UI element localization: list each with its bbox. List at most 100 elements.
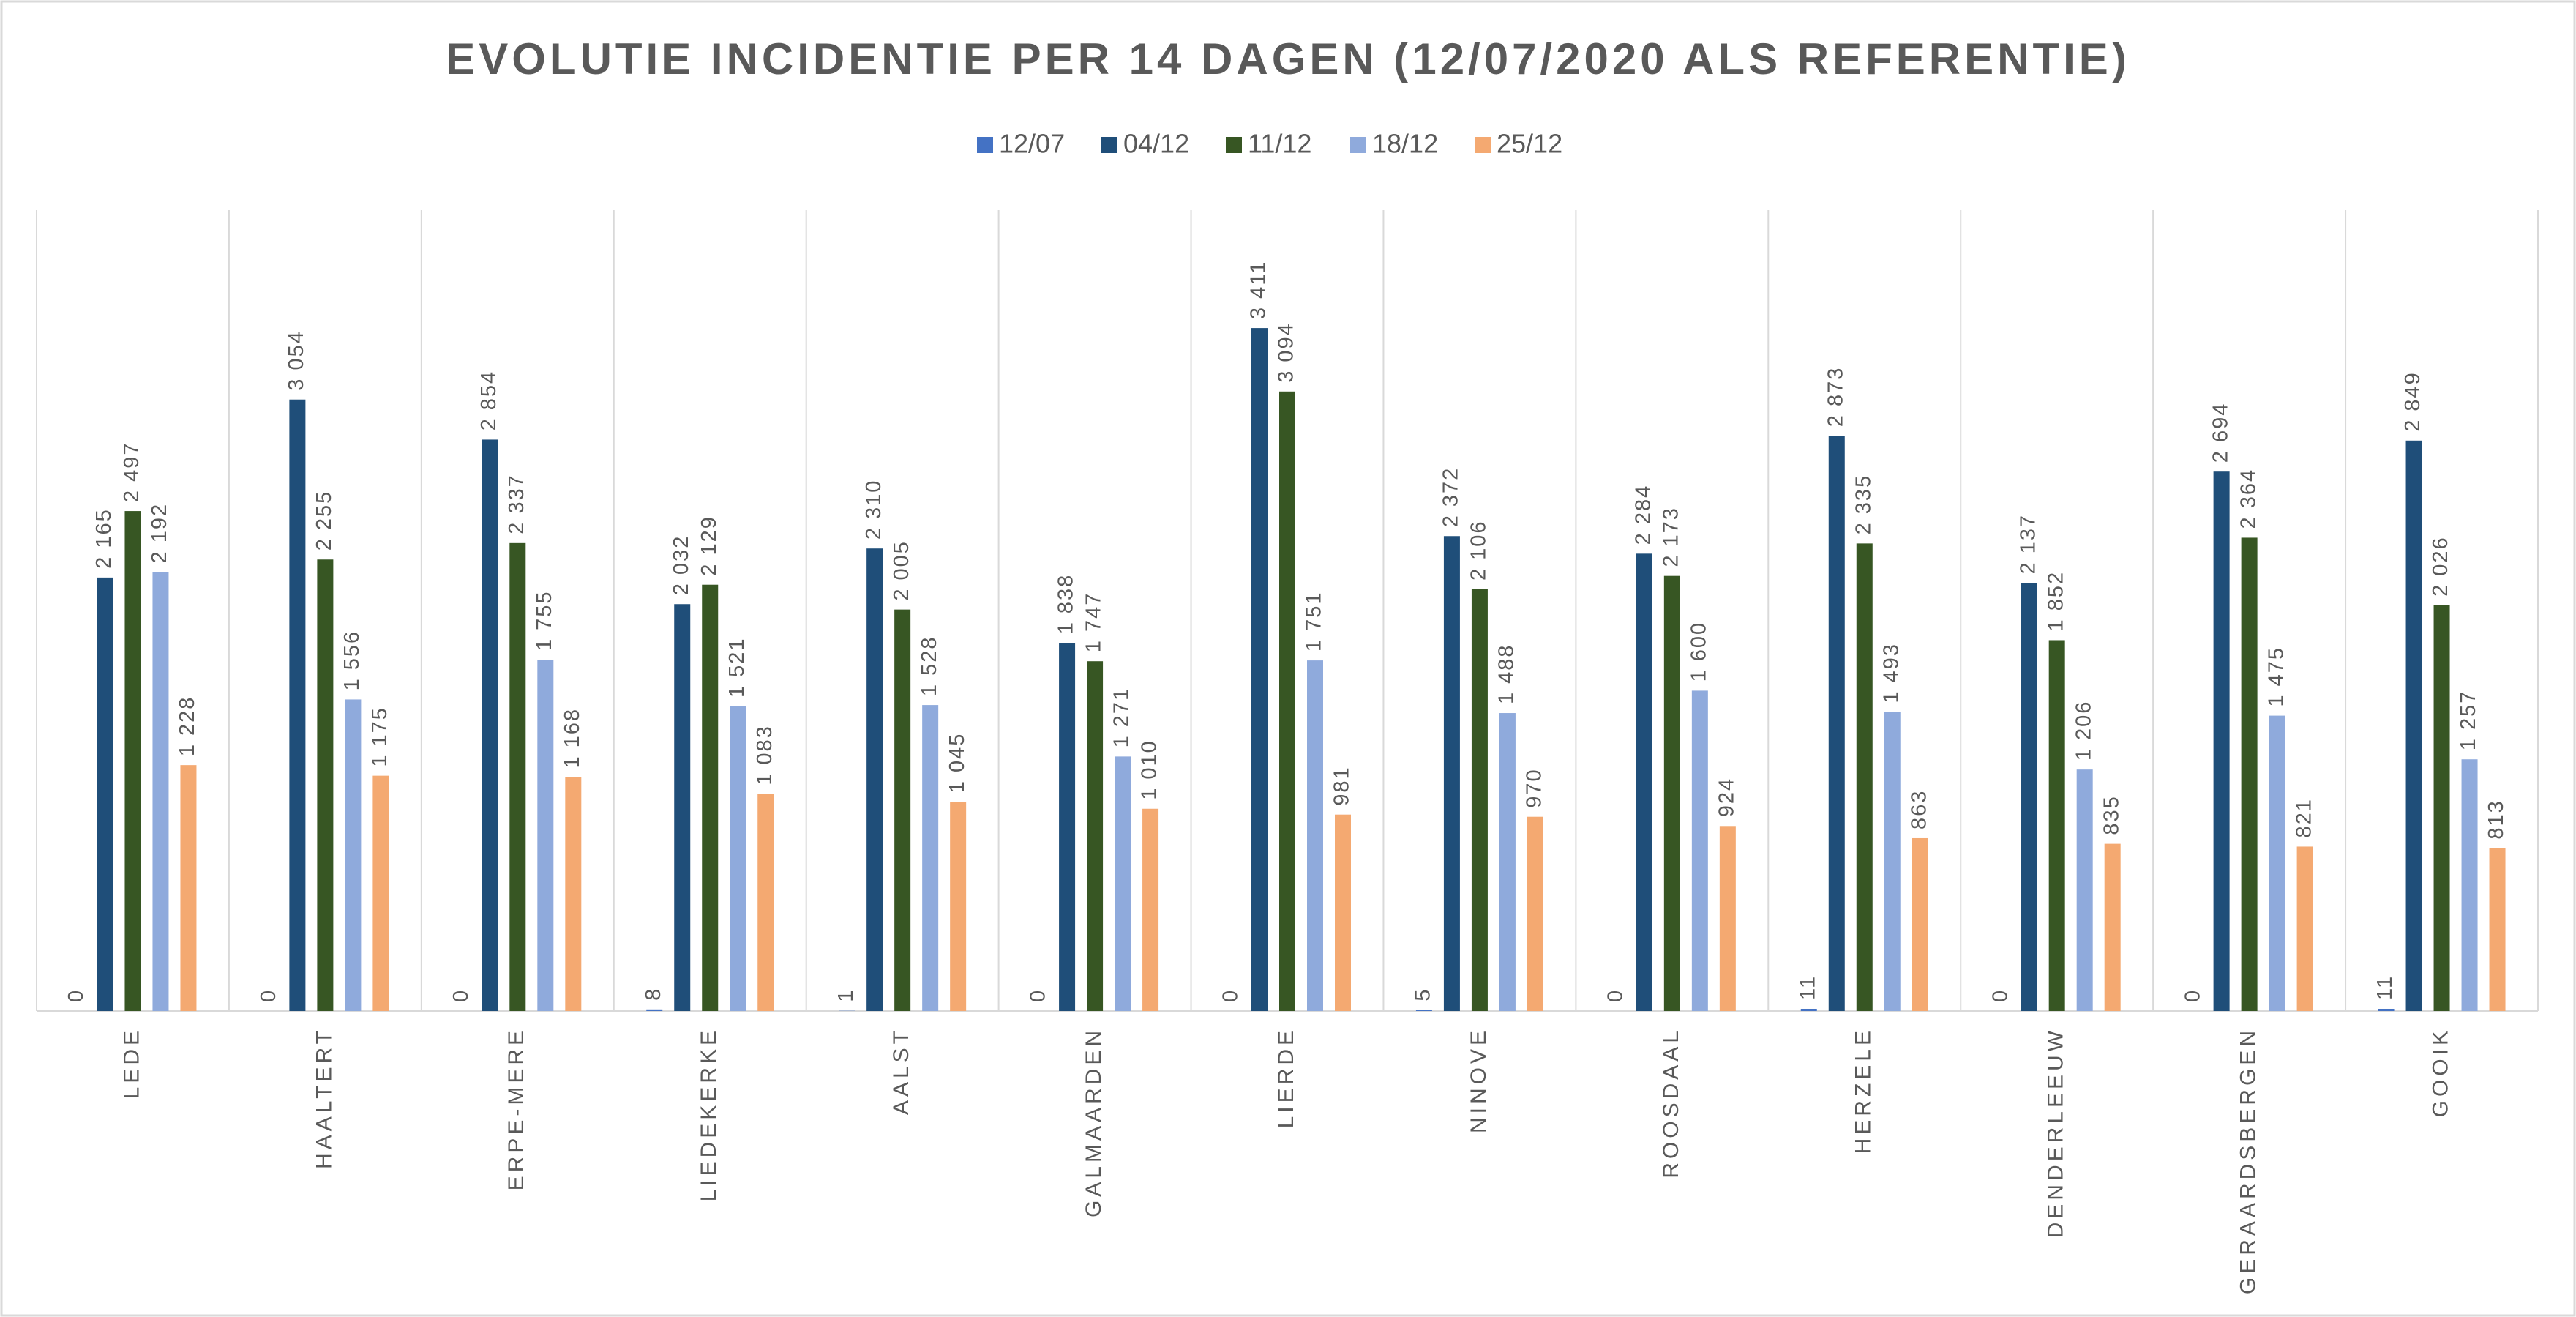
bar	[1443, 536, 1460, 1011]
value-label: 1 257	[2457, 690, 2480, 751]
value-label: 2 337	[505, 474, 528, 534]
value-label: 1 600	[1688, 622, 1711, 682]
bar	[1279, 391, 1295, 1011]
bar	[1251, 328, 1268, 1011]
x-tick-label: HAALTERT	[312, 1027, 336, 1169]
bar	[922, 705, 939, 1011]
value-label: 2 032	[670, 535, 693, 596]
bar	[537, 660, 554, 1011]
x-tick-label: GOOIK	[2428, 1027, 2452, 1117]
bar	[2213, 471, 2230, 1011]
value-label: 2 310	[862, 480, 886, 540]
bar	[1912, 837, 1928, 1011]
x-tick-label: ROOSDAAL	[1659, 1027, 1683, 1179]
bar	[2241, 537, 2258, 1011]
bar	[1415, 1010, 1432, 1011]
bar	[180, 765, 197, 1011]
value-label: 2 106	[1467, 520, 1491, 581]
bar	[372, 775, 389, 1011]
bar	[345, 699, 362, 1011]
bar	[2269, 715, 2285, 1011]
value-label: 8	[642, 988, 665, 1001]
value-label: 0	[1027, 989, 1050, 1002]
value-label: 1 755	[533, 590, 556, 651]
legend-swatch	[1475, 137, 1491, 153]
x-tick-label: DENDERLEEUW	[2044, 1027, 2068, 1238]
bar	[646, 1009, 663, 1011]
value-label: 0	[1988, 989, 2012, 1002]
bar	[1884, 712, 1901, 1011]
bar	[1856, 543, 1873, 1011]
x-tick-label: HERZELE	[1852, 1027, 1876, 1154]
value-label: 2 137	[2016, 514, 2040, 575]
bar	[2433, 605, 2450, 1011]
value-label: 1 493	[1879, 643, 1903, 704]
legend-label: 12/07	[999, 129, 1065, 159]
value-label: 924	[1715, 777, 1739, 817]
value-label: 2 192	[148, 503, 171, 564]
value-label: 1 475	[2264, 646, 2288, 707]
bar	[1663, 575, 1680, 1011]
bar	[565, 777, 582, 1011]
bar	[2405, 440, 2422, 1011]
bar	[1471, 589, 1488, 1011]
bar	[866, 548, 883, 1011]
x-tick-label: AALST	[889, 1027, 913, 1115]
bar	[1527, 816, 1543, 1011]
value-label: 1 010	[1138, 739, 1161, 800]
bar	[2461, 759, 2478, 1011]
bar	[2296, 846, 2313, 1011]
legend-label: 18/12	[1372, 129, 1438, 159]
value-label: 821	[2292, 798, 2315, 837]
value-label: 2 129	[697, 515, 721, 576]
x-tick-label: ERPE-MERE	[504, 1027, 528, 1190]
legend-label: 11/12	[1248, 129, 1311, 159]
bar	[509, 542, 526, 1011]
legend-swatch	[1101, 137, 1117, 153]
bar	[1087, 661, 1104, 1011]
value-label: 835	[2100, 795, 2123, 835]
value-label: 1 747	[1082, 592, 1106, 653]
bar	[1115, 756, 1131, 1011]
value-label: 1 852	[2044, 571, 2067, 632]
value-label: 0	[257, 989, 280, 1002]
value-label: 0	[2181, 989, 2204, 1002]
value-label: 1 521	[725, 637, 749, 698]
bar	[894, 609, 911, 1011]
bar	[1800, 1008, 1817, 1011]
legend-swatch	[1350, 137, 1366, 153]
x-tick-label: LEDE	[119, 1027, 143, 1099]
value-label: 1 206	[2072, 701, 2095, 761]
bar	[1335, 814, 1351, 1011]
legend-swatch	[977, 137, 993, 153]
bar	[2048, 640, 2065, 1011]
value-label: 2 005	[890, 540, 913, 601]
x-tick-label: GERAARDSBERGEN	[2236, 1027, 2261, 1294]
value-label: 2 873	[1824, 367, 1847, 428]
bar	[1059, 643, 1076, 1011]
value-label: 0	[449, 989, 473, 1002]
value-label: 970	[1523, 768, 1546, 807]
value-label: 2 497	[120, 441, 143, 502]
x-tick-label: NINOVE	[1467, 1027, 1491, 1133]
value-label: 0	[64, 989, 88, 1002]
bar	[702, 584, 719, 1011]
value-label: 3 094	[1275, 322, 1298, 383]
bar	[289, 399, 306, 1011]
x-tick-label: LIEDEKERKE	[697, 1027, 721, 1201]
value-label: 1 838	[1055, 574, 1078, 635]
value-label: 1 528	[918, 636, 941, 697]
value-label: 1 168	[561, 708, 584, 769]
x-tick-label: GALMAARDEN	[1082, 1027, 1106, 1217]
bar	[1636, 553, 1652, 1011]
bar	[124, 511, 141, 1011]
value-label: 1 228	[176, 696, 199, 757]
value-label: 3 054	[285, 330, 308, 391]
bar	[1142, 808, 1159, 1011]
bar	[2076, 769, 2093, 1011]
bar	[152, 572, 169, 1011]
bar	[757, 794, 774, 1011]
legend-swatch	[1226, 137, 1242, 153]
value-label: 1 556	[340, 630, 364, 691]
